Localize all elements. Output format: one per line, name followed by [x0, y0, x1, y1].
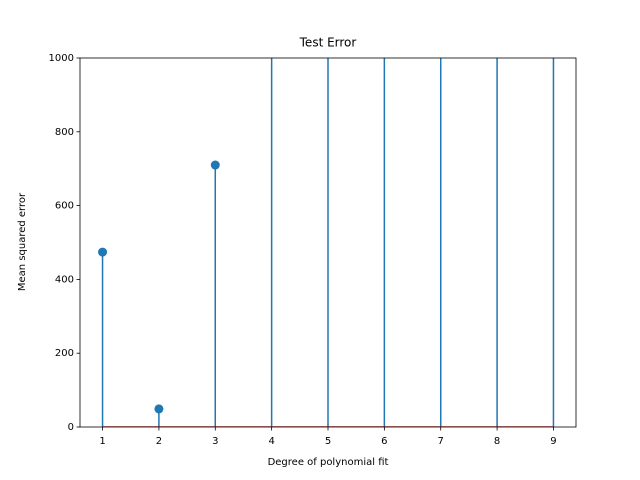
stem-marker — [98, 247, 108, 257]
y-tick-label: 400 — [55, 274, 74, 285]
x-tick-label: 3 — [212, 436, 218, 447]
x-axis-label: Degree of polynomial fit — [268, 457, 389, 468]
y-axis-label: Mean squared error — [17, 192, 28, 291]
x-tick-label: 1 — [99, 436, 105, 447]
y-tick-label: 800 — [55, 127, 74, 138]
stem-marker — [210, 160, 220, 170]
x-tick-label: 4 — [268, 436, 274, 447]
stem-marker — [154, 404, 164, 414]
x-tick-label: 2 — [156, 436, 162, 447]
x-tick-label: 7 — [438, 436, 444, 447]
chart-title: Test Error — [299, 36, 357, 50]
x-tick-label: 6 — [381, 436, 387, 447]
y-tick-label: 600 — [55, 201, 74, 212]
plot-area — [98, 58, 555, 427]
y-tick-label: 0 — [68, 422, 74, 433]
x-tick-label: 8 — [494, 436, 500, 447]
x-tick-label: 9 — [550, 436, 556, 447]
y-tick-label: 1000 — [49, 53, 74, 64]
x-tick-label: 5 — [325, 436, 331, 447]
y-tick-label: 200 — [55, 348, 74, 359]
